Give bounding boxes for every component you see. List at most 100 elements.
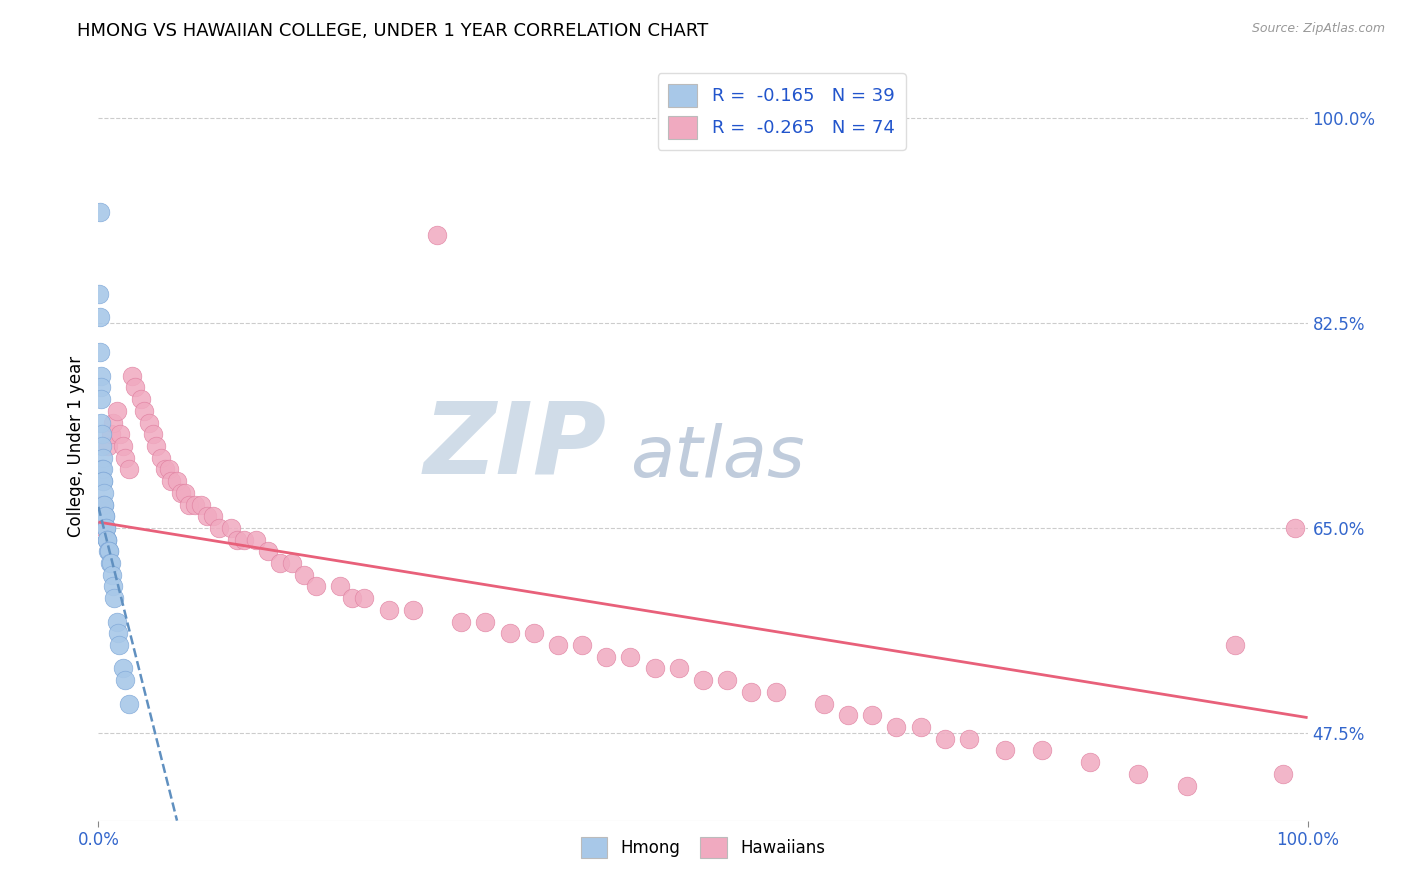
- Point: [957, 731, 980, 746]
- Point: [174, 485, 197, 500]
- Point: [668, 661, 690, 675]
- Point: [105, 615, 128, 629]
- Point: [450, 615, 472, 629]
- Point: [329, 580, 352, 594]
- Point: [269, 556, 291, 570]
- Point: [97, 544, 120, 558]
- Point: [765, 685, 787, 699]
- Text: HMONG VS HAWAIIAN COLLEGE, UNDER 1 YEAR CORRELATION CHART: HMONG VS HAWAIIAN COLLEGE, UNDER 1 YEAR …: [77, 22, 709, 40]
- Point: [91, 462, 114, 476]
- Point: [716, 673, 738, 687]
- Point: [111, 439, 134, 453]
- Point: [402, 603, 425, 617]
- Point: [108, 427, 131, 442]
- Point: [93, 485, 115, 500]
- Point: [124, 380, 146, 394]
- Point: [595, 649, 617, 664]
- Point: [103, 591, 125, 606]
- Point: [90, 368, 112, 383]
- Point: [90, 416, 112, 430]
- Point: [245, 533, 267, 547]
- Point: [169, 485, 191, 500]
- Point: [100, 556, 122, 570]
- Point: [89, 345, 111, 359]
- Point: [90, 392, 112, 407]
- Point: [129, 392, 152, 407]
- Point: [184, 498, 207, 512]
- Point: [232, 533, 254, 547]
- Point: [195, 509, 218, 524]
- Point: [114, 450, 136, 465]
- Point: [813, 697, 835, 711]
- Point: [150, 450, 173, 465]
- Point: [256, 544, 278, 558]
- Point: [114, 673, 136, 687]
- Point: [91, 498, 114, 512]
- Point: [692, 673, 714, 687]
- Point: [108, 638, 131, 652]
- Point: [121, 368, 143, 383]
- Point: [498, 626, 520, 640]
- Point: [342, 591, 364, 606]
- Point: [523, 626, 546, 640]
- Point: [426, 228, 449, 243]
- Point: [860, 708, 883, 723]
- Point: [837, 708, 859, 723]
- Point: [100, 427, 122, 442]
- Point: [96, 521, 118, 535]
- Point: [94, 509, 117, 524]
- Point: [202, 509, 225, 524]
- Point: [100, 567, 122, 582]
- Point: [134, 404, 156, 418]
- Point: [1175, 779, 1198, 793]
- Text: ZIP: ZIP: [423, 398, 606, 494]
- Point: [1223, 638, 1246, 652]
- Text: Source: ZipAtlas.com: Source: ZipAtlas.com: [1251, 22, 1385, 36]
- Point: [93, 474, 115, 488]
- Point: [94, 521, 117, 535]
- Point: [107, 626, 129, 640]
- Point: [89, 204, 111, 219]
- Point: [142, 427, 165, 442]
- Point: [118, 697, 141, 711]
- Point: [97, 439, 120, 453]
- Point: [96, 533, 118, 547]
- Point: [98, 544, 121, 558]
- Point: [89, 310, 111, 325]
- Point: [101, 580, 124, 594]
- Point: [644, 661, 666, 675]
- Point: [94, 509, 117, 524]
- Point: [994, 743, 1017, 757]
- Point: [910, 720, 932, 734]
- Point: [93, 498, 115, 512]
- Point: [118, 462, 141, 476]
- Point: [353, 591, 375, 606]
- Point: [221, 521, 243, 535]
- Point: [305, 580, 328, 594]
- Point: [281, 556, 304, 570]
- Point: [886, 720, 908, 734]
- Point: [190, 498, 212, 512]
- Point: [619, 649, 641, 664]
- Point: [97, 544, 120, 558]
- Point: [934, 731, 956, 746]
- Point: [740, 685, 762, 699]
- Legend: Hmong, Hawaiians: Hmong, Hawaiians: [574, 830, 832, 864]
- Point: [91, 474, 114, 488]
- Point: [474, 615, 496, 629]
- Point: [90, 439, 112, 453]
- Point: [377, 603, 399, 617]
- Point: [93, 498, 115, 512]
- Point: [179, 498, 201, 512]
- Point: [111, 661, 134, 675]
- Point: [89, 286, 111, 301]
- Point: [1284, 521, 1306, 535]
- Point: [138, 416, 160, 430]
- Point: [105, 404, 128, 418]
- Point: [157, 462, 180, 476]
- Point: [91, 450, 114, 465]
- Point: [292, 567, 315, 582]
- Point: [547, 638, 569, 652]
- Point: [98, 556, 121, 570]
- Point: [226, 533, 249, 547]
